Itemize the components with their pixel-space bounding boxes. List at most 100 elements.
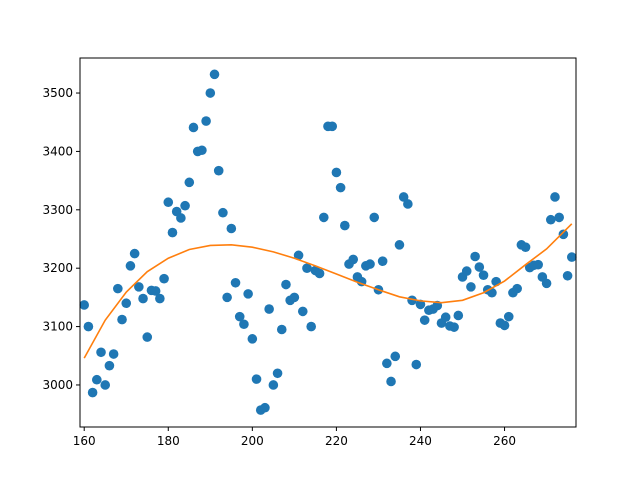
data-point	[386, 376, 396, 387]
data-point	[113, 283, 123, 294]
data-point	[297, 306, 308, 317]
data-point	[453, 310, 464, 321]
data-point	[499, 320, 510, 331]
data-point	[272, 368, 283, 379]
data-point	[159, 273, 169, 284]
data-point	[335, 182, 346, 193]
data-point	[327, 121, 338, 132]
data-point	[247, 334, 258, 344]
data-point	[348, 254, 359, 265]
data-point	[340, 220, 350, 231]
points-layer	[79, 69, 577, 415]
fit-line	[83, 223, 573, 359]
data-point	[398, 192, 409, 202]
y-tick-label: 3200	[42, 261, 73, 275]
data-point	[293, 250, 304, 261]
data-point	[520, 242, 531, 252]
x-tick-label: 240	[409, 434, 432, 448]
data-point	[234, 311, 245, 322]
data-point	[121, 298, 132, 309]
data-point	[440, 312, 451, 323]
data-point	[197, 145, 207, 156]
data-point	[394, 240, 405, 250]
data-point	[474, 262, 485, 272]
data-point	[251, 374, 262, 384]
y-tick-label: 3400	[42, 144, 73, 158]
data-point	[163, 197, 174, 208]
data-point	[218, 207, 228, 218]
data-point	[390, 351, 401, 362]
x-tick-label: 200	[241, 434, 264, 448]
y-tick-label: 3500	[42, 86, 73, 100]
data-point	[92, 374, 102, 385]
data-point	[306, 321, 316, 332]
data-point	[558, 229, 569, 240]
y-tick-label: 3300	[42, 203, 73, 217]
plot-frame	[79, 57, 577, 428]
data-point	[79, 300, 89, 310]
data-point	[176, 213, 186, 223]
data-point	[125, 261, 136, 271]
data-point	[134, 282, 144, 292]
data-point	[411, 359, 422, 370]
x-tick-label: 180	[157, 434, 180, 448]
data-point	[184, 177, 195, 188]
data-point	[205, 88, 216, 98]
data-point	[108, 349, 119, 359]
data-point	[155, 293, 165, 304]
data-point	[281, 279, 291, 290]
fit-line-layer	[83, 223, 573, 359]
data-point	[239, 319, 249, 330]
data-point	[365, 259, 375, 269]
data-point	[87, 387, 98, 398]
data-point	[268, 380, 279, 390]
data-point	[138, 293, 148, 304]
x-tick-label: 260	[493, 434, 516, 448]
data-point	[201, 116, 211, 126]
y-tick-label: 3000	[42, 378, 73, 392]
data-point	[419, 315, 430, 325]
data-point	[104, 360, 115, 371]
data-point	[503, 311, 514, 322]
data-point	[319, 212, 329, 223]
data-point	[533, 259, 543, 270]
data-point	[449, 322, 459, 332]
data-point	[188, 122, 199, 133]
data-point	[369, 212, 380, 223]
data-point	[276, 324, 287, 335]
data-point	[415, 299, 426, 310]
data-point	[180, 200, 190, 211]
data-point	[230, 277, 241, 288]
data-point	[83, 321, 94, 332]
data-point	[129, 248, 140, 259]
data-point	[314, 268, 325, 279]
data-point	[331, 167, 342, 178]
data-point	[226, 223, 237, 234]
data-point	[260, 402, 270, 413]
data-point	[562, 270, 573, 281]
y-tick-label: 3100	[42, 320, 73, 334]
data-point	[150, 286, 161, 296]
data-point	[487, 287, 497, 298]
data-point	[567, 252, 577, 262]
data-point	[545, 214, 556, 225]
data-point	[96, 347, 106, 358]
data-point	[512, 283, 522, 294]
data-point	[461, 266, 472, 276]
data-point	[213, 165, 224, 176]
x-tick-label: 220	[325, 434, 348, 448]
data-point	[264, 304, 274, 314]
data-point	[117, 314, 127, 325]
x-tick-label: 160	[73, 434, 96, 448]
data-point	[209, 69, 220, 80]
data-point	[470, 251, 480, 262]
data-point	[377, 256, 388, 266]
data-point	[466, 282, 476, 292]
data-point	[478, 270, 489, 281]
data-point	[289, 292, 300, 303]
data-point	[100, 380, 111, 390]
data-point	[554, 212, 564, 223]
data-point	[243, 289, 253, 299]
y-axis-ticks: 3000 3100 3200 3300 3400 3500	[42, 86, 80, 392]
